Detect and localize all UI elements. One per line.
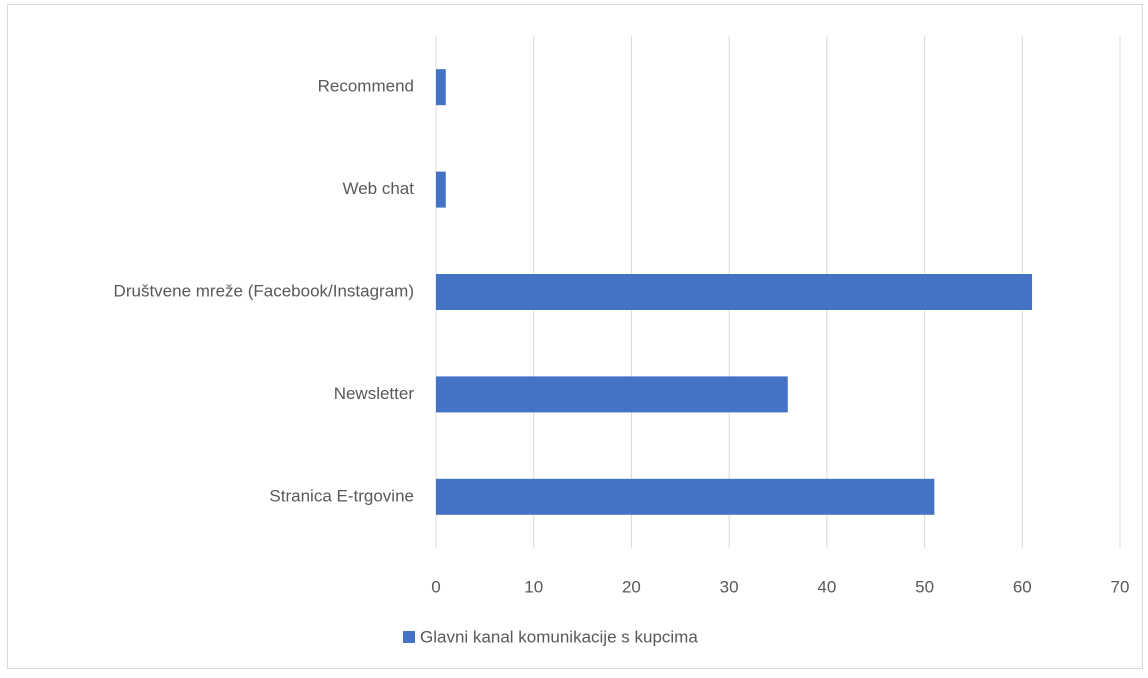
x-tick-label: 70 xyxy=(1111,577,1130,596)
y-tick-label: Društvene mreže (Facebook/Instagram) xyxy=(114,281,414,300)
x-tick-label: 0 xyxy=(431,577,440,596)
x-tick-label: 30 xyxy=(720,577,739,596)
x-tick-label: 60 xyxy=(1013,577,1032,596)
bar xyxy=(436,274,1033,310)
y-tick-label: Web chat xyxy=(342,179,414,198)
y-tick-label: Recommend xyxy=(318,77,414,96)
bar xyxy=(436,376,788,413)
bar xyxy=(436,478,935,515)
x-tick-label: 20 xyxy=(622,577,641,596)
bar xyxy=(436,69,446,106)
x-tick-label: 10 xyxy=(524,577,543,596)
chart-frame xyxy=(7,4,1143,669)
bar xyxy=(436,171,446,208)
legend-label: Glavni kanal komunikacije s kupcima xyxy=(420,627,698,646)
legend-swatch xyxy=(403,631,415,643)
x-tick-label: 50 xyxy=(915,577,934,596)
y-tick-label: Stranica E-trgovine xyxy=(269,486,414,505)
x-tick-label: 40 xyxy=(817,577,836,596)
y-tick-label: Newsletter xyxy=(334,384,415,403)
